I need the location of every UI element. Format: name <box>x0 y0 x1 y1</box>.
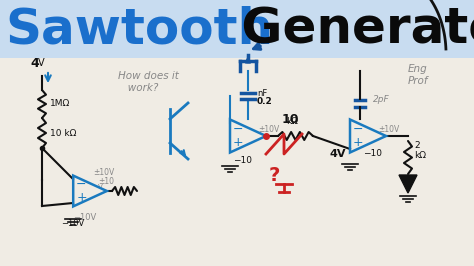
Text: ±10V: ±10V <box>258 126 279 135</box>
Text: 2pF: 2pF <box>373 94 390 103</box>
Text: ±10: ±10 <box>98 177 114 185</box>
Text: nF: nF <box>257 89 267 98</box>
Text: 1MΩ: 1MΩ <box>50 99 70 109</box>
Text: 10 kΩ: 10 kΩ <box>50 128 76 138</box>
Text: ±10V: ±10V <box>378 126 399 135</box>
Text: 4V: 4V <box>330 149 346 159</box>
Text: ?: ? <box>268 166 280 185</box>
Text: −: − <box>353 123 364 136</box>
Text: +: + <box>353 136 364 149</box>
Bar <box>0 58 474 266</box>
Polygon shape <box>399 175 417 193</box>
Text: −: − <box>76 178 87 191</box>
Text: +: + <box>76 191 87 204</box>
Text: ±10V: ±10V <box>93 168 115 177</box>
Text: +: + <box>233 136 244 149</box>
Text: −10V: −10V <box>61 219 85 228</box>
Text: kΩ: kΩ <box>286 117 298 126</box>
Bar <box>0 0 474 58</box>
Text: How does it
   work?: How does it work? <box>118 71 179 93</box>
Text: 2
kΩ: 2 kΩ <box>414 141 426 160</box>
Text: −10: −10 <box>234 156 253 165</box>
Text: −10: −10 <box>363 149 382 159</box>
Text: 0.2: 0.2 <box>257 97 273 106</box>
Text: −: − <box>233 123 244 136</box>
Text: 10: 10 <box>281 113 299 126</box>
Text: Eng
Prof: Eng Prof <box>408 64 428 86</box>
Text: Sawtooth: Sawtooth <box>5 5 273 53</box>
Text: V: V <box>98 184 103 190</box>
Text: −10V: −10V <box>73 213 97 222</box>
Text: V: V <box>38 58 45 68</box>
Text: 4: 4 <box>30 57 39 70</box>
Text: Generator: Generator <box>224 5 474 53</box>
